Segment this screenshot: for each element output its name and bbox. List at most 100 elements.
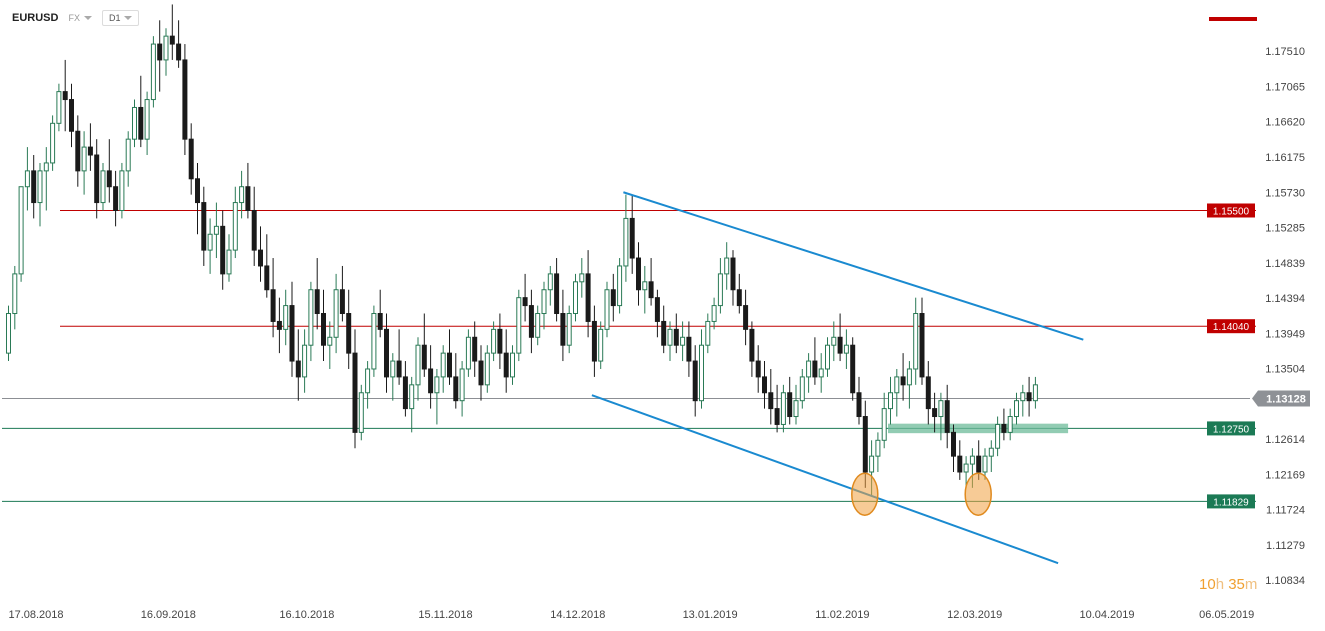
x-tick-label: 16.09.2018 [141, 609, 196, 621]
candle-body [339, 289, 345, 315]
candle-body [560, 313, 566, 346]
candle-body [1001, 423, 1007, 433]
candle-body [648, 281, 654, 299]
candle-body [56, 91, 62, 124]
candle-body [554, 273, 560, 315]
candle-body [138, 106, 144, 140]
y-tick-label: 1.10834 [1265, 575, 1305, 587]
candle-body [806, 360, 812, 378]
candle-body [276, 320, 282, 330]
y-tick-label: 1.15730 [1265, 187, 1305, 199]
candle-body [906, 368, 912, 386]
candle-body [875, 439, 881, 457]
candle-body [358, 392, 364, 433]
horizontal-levels: 1.15500 1.14040 1.12750 1.11829 1.13128 [2, 203, 1310, 509]
candle-body [900, 376, 906, 386]
highlight-ellipse [964, 472, 992, 516]
x-tick-label: 16.10.2018 [279, 609, 334, 621]
y-tick-label: 1.14839 [1265, 258, 1305, 270]
candle-body [213, 225, 219, 235]
candle-body [302, 344, 308, 378]
x-tick-label: 12.03.2019 [947, 609, 1002, 621]
candle-body [686, 336, 692, 362]
candle-body [75, 130, 81, 172]
candle-body [654, 297, 660, 322]
symbol-label[interactable]: EURUSD [12, 12, 59, 24]
candle-body [724, 257, 730, 275]
candle-body [762, 376, 767, 394]
candle-body [573, 281, 578, 315]
candle-body [226, 249, 232, 275]
candle-body [264, 265, 270, 291]
candle-body [31, 170, 37, 204]
candle-body [988, 447, 994, 457]
candle-body [617, 265, 623, 307]
market-dropdown[interactable]: FX [64, 11, 96, 25]
candle-body [528, 305, 534, 338]
candle-body [132, 106, 137, 140]
countdown-hours: 10 [1199, 576, 1216, 593]
y-tick-label: 1.16620 [1265, 117, 1305, 129]
countdown-minutes: 35 [1228, 576, 1245, 593]
channel-lines [591, 191, 1084, 565]
y-tick-label: 1.12169 [1265, 469, 1305, 481]
candle-body [535, 313, 541, 338]
candle-body [239, 186, 245, 204]
candle-body [850, 344, 856, 394]
x-tick-label: 06.05.2019 [1199, 609, 1254, 621]
candle-body [270, 289, 276, 322]
candle-body [245, 186, 251, 211]
candle-body [1020, 392, 1026, 402]
candle-body [258, 249, 263, 267]
candle-body [50, 122, 56, 164]
candle-body [18, 186, 24, 275]
candle-body [497, 328, 503, 354]
current-price-label: 1.13128 [1266, 393, 1306, 405]
candle-body [768, 392, 774, 410]
candle-body [459, 368, 465, 402]
candle-body [346, 313, 352, 354]
candle-body [699, 344, 704, 402]
candle-body [377, 313, 383, 330]
highlight-markers [851, 472, 992, 516]
support-zone [888, 423, 1069, 434]
candle-body [591, 320, 597, 362]
candle-body [705, 320, 711, 346]
candle-body [825, 344, 830, 370]
timeframe-dropdown[interactable]: D1 [101, 10, 140, 26]
price-axis: 1.17510 1.17065 1.16620 1.16175 1.15730 1.152… [1265, 46, 1305, 587]
current-price-tag [1252, 390, 1310, 407]
candle-body [195, 178, 200, 204]
candle-body [384, 328, 389, 378]
candle-body [976, 455, 982, 473]
candle-body [289, 305, 295, 362]
timeframe-label: D1 [108, 13, 121, 23]
candle-body [12, 273, 18, 315]
candle-body [938, 400, 944, 418]
candle-body [881, 408, 887, 441]
countdown-hours-unit: h [1215, 576, 1225, 593]
candle-body [692, 360, 698, 402]
y-tick-label: 1.17510 [1265, 46, 1305, 58]
market-label: FX [68, 13, 80, 23]
candle-body [484, 352, 490, 386]
candle-body [37, 170, 43, 204]
candle-body [207, 233, 213, 251]
level-tag [1207, 494, 1255, 509]
chart-toolbar: EURUSD FX D1 [12, 8, 140, 28]
candle-body [409, 384, 415, 410]
y-tick-label: 1.15285 [1265, 223, 1305, 235]
x-tick-label: 15.11.2018 [418, 609, 472, 621]
candle-body [415, 344, 421, 386]
candle-body [434, 376, 440, 394]
candle-body [743, 305, 749, 330]
y-tick-label: 1.12614 [1265, 434, 1305, 446]
candle-body [522, 297, 528, 307]
candle-body [711, 305, 717, 322]
candle-body [629, 217, 635, 259]
candle-body [43, 162, 49, 172]
candle-body [919, 313, 925, 378]
candle-body [94, 154, 100, 204]
candle-body [232, 202, 238, 251]
